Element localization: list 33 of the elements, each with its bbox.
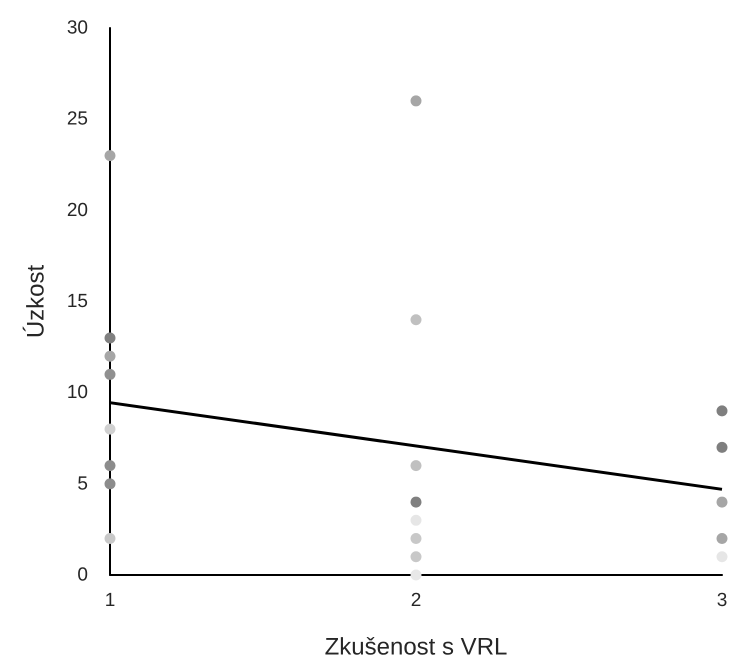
x-tick-label: 2 [410,590,422,611]
point [410,314,422,326]
point [716,496,728,508]
y-tick-label: 20 [66,200,88,221]
y-tick-label: 30 [66,18,88,38]
point [716,405,728,416]
y-tick-label: 0 [77,564,88,586]
point [104,478,116,490]
point [410,496,422,508]
point [104,368,116,380]
point [410,570,422,580]
point [410,514,422,526]
point [716,533,728,544]
point [410,533,422,544]
point [104,350,116,362]
point [716,551,728,562]
y-tick-label: 25 [66,108,88,130]
y-tick-label: 15 [66,291,88,312]
point [104,460,116,472]
point [410,460,422,472]
x-axis-title: Zkušenost s VRL [324,634,508,660]
x-tick-label: 1 [104,590,116,611]
point [104,150,116,162]
point [104,533,116,544]
x-tick-label: 3 [716,590,728,611]
point [716,442,728,453]
point [410,551,422,562]
point [104,424,116,435]
point [410,95,422,106]
point [104,332,116,344]
y-axis-title: Úzkost [22,264,50,338]
y-tick-label: 10 [66,382,88,404]
y-tick-label: 5 [77,473,88,494]
